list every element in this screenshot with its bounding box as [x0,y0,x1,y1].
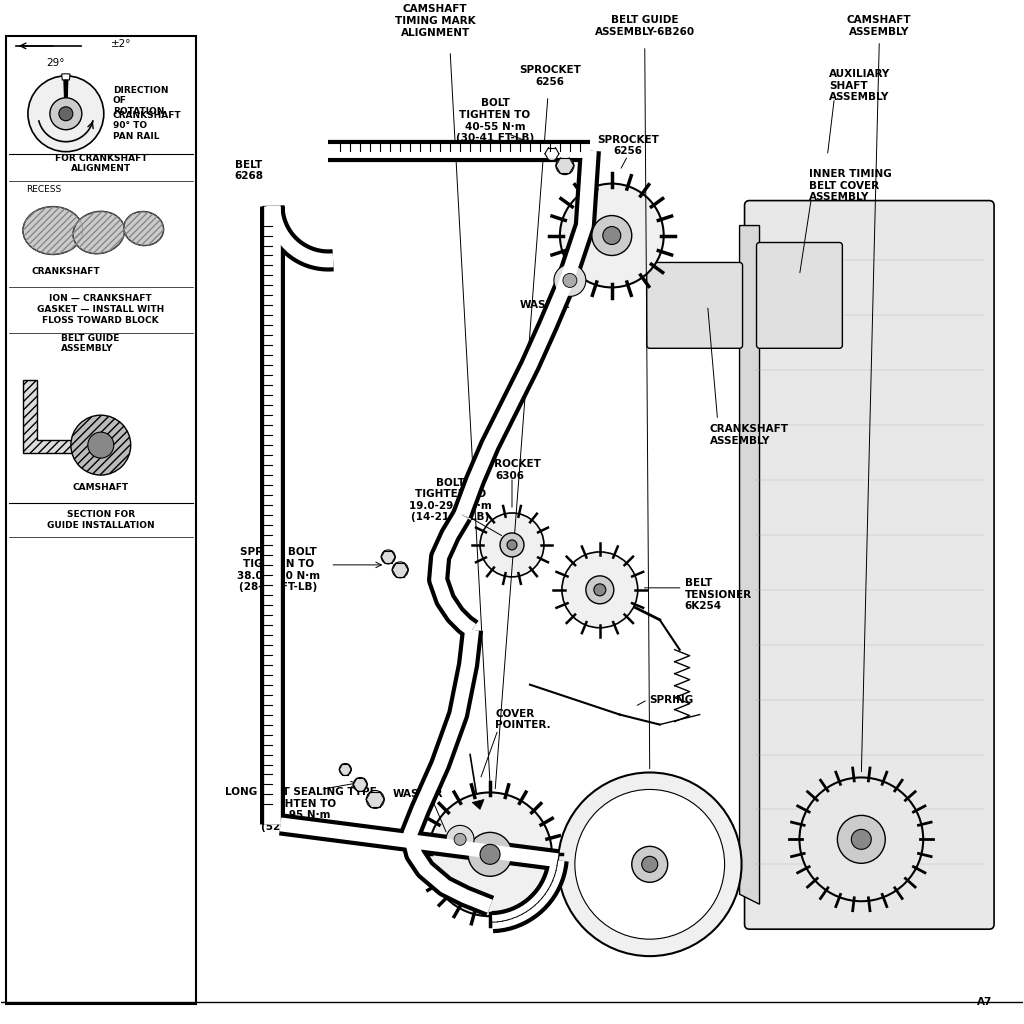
Text: WASHER: WASHER [393,790,443,800]
Text: SPRING: SPRING [650,694,694,705]
Text: RECESS: RECESS [26,185,61,195]
Text: SECTION FOR
GUIDE INSTALLATION: SECTION FOR GUIDE INSTALLATION [47,510,155,529]
Circle shape [642,856,657,872]
Text: BELT
TENSIONER
6K254: BELT TENSIONER 6K254 [685,579,752,611]
Text: A7: A7 [977,997,992,1007]
Circle shape [851,829,871,849]
FancyBboxPatch shape [744,201,994,929]
Circle shape [71,415,131,475]
Ellipse shape [124,212,164,246]
Text: GASKET — INSTALL WITH: GASKET — INSTALL WITH [37,305,165,314]
Circle shape [586,575,613,604]
Circle shape [454,834,466,846]
Circle shape [480,513,544,577]
Text: SPROCKET
6256: SPROCKET 6256 [519,66,581,87]
Text: COVER
POINTER.: COVER POINTER. [495,709,551,730]
Text: 29°: 29° [46,57,65,68]
Text: CRANKSHAFT: CRANKSHAFT [32,267,100,275]
Circle shape [339,764,351,775]
Text: CAMSHAFT
ASSEMBLY: CAMSHAFT ASSEMBLY [847,15,911,37]
Text: SPRING BOLT
TIGHTEN TO
38.0-54.0 N·m
(28-40 FT-LB): SPRING BOLT TIGHTEN TO 38.0-54.0 N·m (28… [237,548,321,592]
Text: INNER TIMING
BELT COVER
ASSEMBLY: INNER TIMING BELT COVER ASSEMBLY [809,169,892,202]
Text: ION — CRANKSHAFT: ION — CRANKSHAFT [49,294,153,303]
Text: CAMSHAFT: CAMSHAFT [73,482,129,492]
FancyBboxPatch shape [757,243,843,348]
Text: BELT GUIDE
ASSEMBLY: BELT GUIDE ASSEMBLY [60,334,119,353]
Circle shape [574,790,725,939]
Polygon shape [472,800,484,809]
Circle shape [603,226,621,245]
Circle shape [632,847,668,883]
Text: AUXILIARY
SHAFT
ASSEMBLY: AUXILIARY SHAFT ASSEMBLY [829,70,891,102]
Text: FOR CRANKSHAFT
ALIGNMENT: FOR CRANKSHAFT ALIGNMENT [54,154,147,173]
Text: CAMSHAFT
TIMING MARK
ALIGNMENT: CAMSHAFT TIMING MARK ALIGNMENT [395,4,475,38]
Circle shape [558,772,741,956]
Circle shape [480,845,500,864]
Circle shape [367,791,384,808]
Circle shape [468,833,512,877]
Text: WASHER: WASHER [520,300,570,310]
Circle shape [381,550,395,564]
Text: BELT
6268: BELT 6268 [234,160,263,181]
Circle shape [392,562,409,578]
Circle shape [28,76,103,152]
Text: BOLT
TIGHTEN TO
40-55 N·m
(30-41 FT-LB): BOLT TIGHTEN TO 40-55 N·m (30-41 FT-LB) [456,98,535,143]
Circle shape [446,825,474,853]
Ellipse shape [73,211,125,254]
Circle shape [560,183,664,288]
Text: SPROCKET
6256: SPROCKET 6256 [597,135,658,157]
Text: BOLT
TIGHTEN TO
19.0-29.0 N·m
(14-21 FT-LB): BOLT TIGHTEN TO 19.0-29.0 N·m (14-21 FT-… [409,477,492,522]
Circle shape [838,815,886,863]
Circle shape [563,273,577,288]
FancyBboxPatch shape [647,262,742,348]
Wedge shape [61,74,70,80]
Circle shape [554,264,586,296]
Text: DIRECTION
OF
ROTATION: DIRECTION OF ROTATION [113,86,168,116]
Text: CRANKSHAFT
ASSEMBLY: CRANKSHAFT ASSEMBLY [710,424,788,445]
Polygon shape [23,380,75,453]
Circle shape [428,793,552,916]
Bar [6,36,196,1005]
Text: CRANKSHAFT
90° TO
PAN RAIL: CRANKSHAFT 90° TO PAN RAIL [113,111,181,140]
Circle shape [353,777,368,792]
Circle shape [562,552,638,628]
Text: FLOSS TOWARD BLOCK: FLOSS TOWARD BLOCK [42,315,159,325]
Circle shape [556,157,573,175]
Text: ±2°: ±2° [111,39,131,49]
Circle shape [88,432,114,458]
Circle shape [545,146,559,161]
Circle shape [592,216,632,255]
Ellipse shape [23,207,83,255]
Polygon shape [739,225,760,904]
Text: SPROCKET
6306: SPROCKET 6306 [479,460,541,481]
Circle shape [50,97,82,130]
Text: LONG BOLT SEALING TYPE
TIGHTEN TO
70-95 N·m
(52-70 FT-LB): LONG BOLT SEALING TYPE TIGHTEN TO 70-95 … [224,787,376,831]
Circle shape [507,540,517,550]
Circle shape [500,532,524,557]
Circle shape [594,584,606,596]
Circle shape [800,777,924,901]
Circle shape [58,106,73,121]
Text: BELT GUIDE
ASSEMBLY-6B260: BELT GUIDE ASSEMBLY-6B260 [595,15,695,37]
